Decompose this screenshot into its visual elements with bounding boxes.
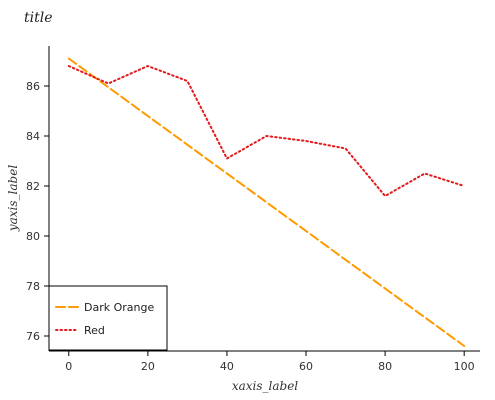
legend-label-red: Red — [84, 324, 105, 337]
x-axis-label: xaxis_label — [232, 379, 298, 393]
series-layer — [67, 57, 466, 347]
series-line-red — [67, 65, 466, 197]
legend-label-dark-orange: Dark Orange — [84, 301, 154, 314]
y-tick-label: 84 — [26, 130, 40, 143]
x-tick-label: 0 — [65, 360, 72, 373]
y-axis-label: yaxis_label — [6, 165, 20, 232]
y-tick-label: 82 — [26, 180, 40, 193]
x-axis-ticks: 0 20 40 60 80 100 — [65, 351, 475, 373]
chart-title: title — [24, 10, 53, 26]
x-tick-label: 60 — [299, 360, 313, 373]
y-axis-ticks: 76 78 80 82 84 86 — [26, 80, 49, 343]
y-tick-label: 76 — [26, 330, 40, 343]
series-line-dark-orange — [67, 57, 466, 347]
y-tick-label: 86 — [26, 80, 40, 93]
legend: Dark Orange Red — [48, 285, 168, 351]
y-tick-label: 80 — [26, 230, 40, 243]
x-tick-label: 20 — [141, 360, 155, 373]
x-tick-label: 100 — [454, 360, 475, 373]
x-tick-label: 40 — [220, 360, 234, 373]
legend-box — [48, 285, 168, 351]
x-tick-label: 80 — [378, 360, 392, 373]
y-tick-label: 78 — [26, 280, 40, 293]
